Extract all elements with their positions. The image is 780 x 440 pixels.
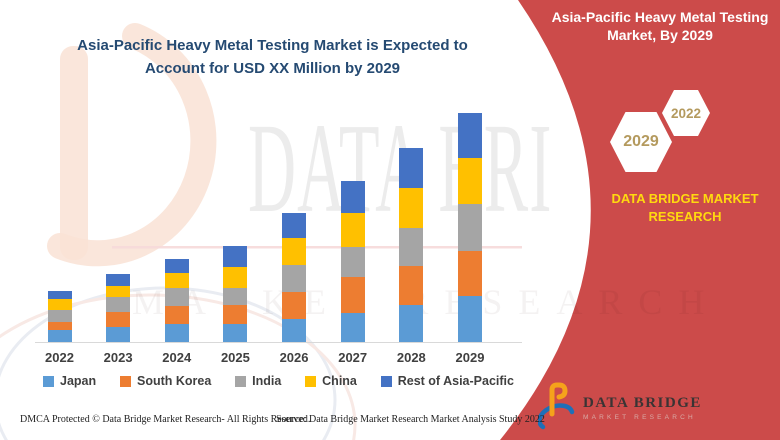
- bar-segment-japan-2023: [106, 327, 131, 342]
- dbmr-logo-icon: [538, 382, 575, 430]
- bar-segment-rest-of-asia-pacific-2024: [164, 259, 189, 273]
- bar-segment-south-korea-2023: [106, 312, 131, 327]
- watermark-pink-line: [112, 246, 522, 249]
- bar-segment-rest-of-asia-pacific-2027: [340, 181, 365, 213]
- bar-segment-india-2029: [457, 204, 482, 251]
- legend-item-china: China: [305, 374, 357, 388]
- stacked-bar-2029: [457, 113, 482, 342]
- stacked-bar-2028: [399, 148, 424, 342]
- bar-segment-japan-2029: [457, 296, 482, 342]
- bar-segment-china-2028: [399, 188, 424, 228]
- bar-segment-rest-of-asia-pacific-2025: [223, 246, 248, 267]
- legend-label: South Korea: [136, 374, 212, 388]
- x-axis-label-2023: 2023: [103, 350, 133, 365]
- side-panel-title: Asia-Pacific Heavy Metal Testing Market,…: [540, 8, 780, 44]
- x-axis-label-2027: 2027: [338, 350, 368, 365]
- bar-segment-japan-2026: [282, 319, 307, 342]
- legend-label: China: [322, 374, 357, 388]
- dbmr-logo: DATA BRIDGE MARKET RESEARCH: [538, 382, 702, 434]
- bar-segment-japan-2022: [47, 330, 72, 342]
- bar-segment-japan-2028: [399, 305, 424, 342]
- stacked-bar-2024: [164, 259, 189, 342]
- logo-orange-b: [549, 382, 568, 417]
- bar-segment-india-2023: [106, 297, 131, 312]
- footer-dmca-text: DMCA Protected © Data Bridge Market Rese…: [20, 414, 311, 425]
- watermark-swoosh-ellipse-2: [0, 293, 357, 440]
- legend-swatch: [235, 375, 247, 387]
- stacked-bar-2025: [223, 246, 248, 342]
- bar-segment-china-2025: [223, 267, 248, 288]
- bar-segment-india-2024: [164, 288, 189, 306]
- watermark-b-bowl: [47, 23, 217, 267]
- hexagon-badge-2029-label: 2029: [623, 133, 659, 150]
- bar-segment-south-korea-2026: [282, 292, 307, 319]
- stacked-bar-2027: [340, 181, 365, 342]
- legend-item-south-korea: South Korea: [119, 374, 212, 388]
- logo-blue-swoosh: [538, 403, 575, 430]
- bar-segment-south-korea-2025: [223, 305, 248, 324]
- bar-segment-rest-of-asia-pacific-2028: [399, 148, 424, 188]
- x-axis-label-2029: 2029: [455, 350, 485, 365]
- hexagon-badge-2022-label: 2022: [670, 105, 702, 121]
- legend-item-rest-of-asia-pacific: Rest of Asia-Pacific: [380, 374, 514, 388]
- bar-segment-india-2027: [340, 247, 365, 277]
- dbmr-logo-text: DATA BRIDGE MARKET RESEARCH: [583, 395, 702, 421]
- stacked-bar-2026: [282, 213, 307, 342]
- red-panel-shape: [500, 0, 780, 440]
- bar-segment-china-2022: [47, 299, 72, 310]
- chart-title: Asia-Pacific Heavy Metal Testing Market …: [35, 34, 510, 81]
- bar-segment-india-2026: [282, 265, 307, 292]
- legend-label: Rest of Asia-Pacific: [397, 374, 514, 388]
- bar-segment-india-2028: [399, 228, 424, 266]
- x-axis-label-2026: 2026: [279, 350, 309, 365]
- bar-segment-china-2026: [282, 238, 307, 265]
- chart-legend: Japan South Korea India China Rest of Asia-P…: [35, 374, 522, 388]
- bar-segment-japan-2027: [340, 313, 365, 342]
- legend-label: India: [252, 374, 282, 388]
- legend-item-india: India: [235, 374, 281, 388]
- bar-segment-china-2024: [164, 273, 189, 288]
- bar-segment-rest-of-asia-pacific-2026: [282, 213, 307, 238]
- bar-segment-china-2023: [106, 286, 131, 297]
- bar-segment-south-korea-2029: [457, 251, 482, 296]
- chart-title-line1: Asia-Pacific Heavy Metal Testing Market …: [77, 37, 468, 54]
- bar-segment-rest-of-asia-pacific-2023: [106, 274, 131, 286]
- x-axis-label-2022: 2022: [45, 350, 74, 365]
- bar-segment-india-2022: [47, 310, 72, 322]
- bar-segment-south-korea-2022: [47, 322, 72, 330]
- watermark-b-stem: [60, 46, 88, 260]
- brand-tagline: DATA BRIDGE MARKET RESEARCH: [611, 191, 759, 224]
- footer-source-text: Source: Data Bridge Market Research Mark…: [276, 414, 545, 425]
- bar-segment-rest-of-asia-pacific-2022: [47, 291, 72, 299]
- bar-segment-india-2025: [223, 288, 248, 305]
- side-panel-title-line1: Asia-Pacific Heavy Metal Testing: [551, 9, 769, 25]
- x-axis-label-2028: 2028: [396, 350, 426, 365]
- legend-swatch: [43, 375, 54, 387]
- legend-swatch: [380, 375, 392, 387]
- legend-item-japan: Japan: [43, 374, 96, 388]
- legend-swatch: [305, 375, 317, 387]
- x-axis-label-2025: 2025: [220, 350, 250, 365]
- bar-segment-china-2029: [457, 158, 482, 204]
- stacked-bar-2022: [47, 291, 72, 342]
- bar-segment-south-korea-2028: [399, 266, 424, 305]
- legend-swatch: [119, 375, 131, 387]
- bar-segment-south-korea-2027: [340, 277, 365, 313]
- bar-segment-south-korea-2024: [164, 306, 189, 324]
- bar-segment-rest-of-asia-pacific-2029: [457, 113, 482, 158]
- bar-segment-china-2027: [340, 213, 365, 247]
- legend-label: Japan: [60, 374, 97, 388]
- chart-title-line2: Account for USD XX Million by 2029: [144, 60, 401, 78]
- dbmr-logo-subtitle: MARKET RESEARCH: [583, 413, 696, 421]
- bar-segment-japan-2025: [223, 324, 248, 342]
- plot-area: 2022 2023 2024 2025 2026 2027 2028 2029: [35, 108, 522, 365]
- bar-segment-japan-2024: [164, 324, 189, 342]
- dbmr-logo-name: DATA BRIDGE: [583, 395, 702, 412]
- x-axis-label-2024: 2024: [162, 350, 192, 365]
- stacked-bar-2023: [106, 274, 131, 342]
- side-panel-title-line2: Market, By 2029: [607, 27, 713, 44]
